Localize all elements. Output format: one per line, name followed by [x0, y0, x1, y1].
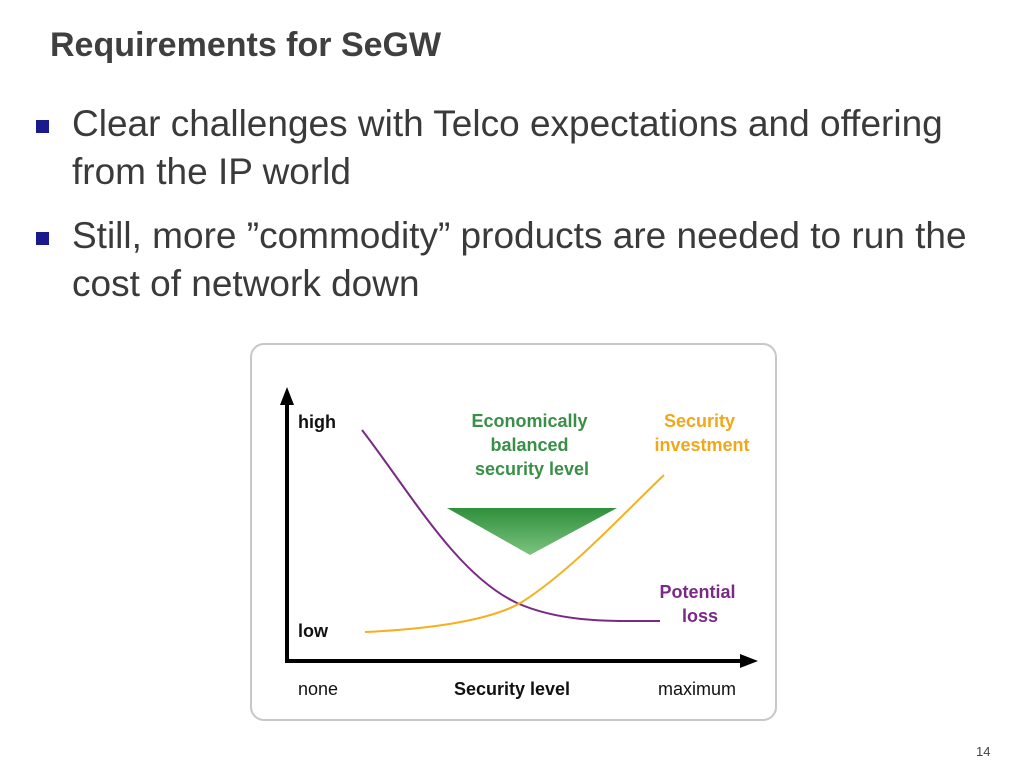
bullet-item: Clear challenges with Telco expectations… — [36, 100, 996, 196]
investment-label-line: investment — [654, 435, 749, 455]
investment-label: Security investment — [654, 411, 749, 455]
diagram-canvas: high low none Security level maximum Eco… — [280, 387, 758, 699]
balance-label: Economically balanced security level — [471, 411, 592, 479]
y-axis-low-label: low — [298, 621, 329, 641]
security-investment-curve — [364, 474, 665, 633]
square-bullet-icon — [36, 232, 49, 245]
page-number: 14 — [976, 744, 991, 759]
y-axis-arrow-icon — [280, 387, 294, 405]
potential-loss-curve — [361, 429, 661, 623]
square-bullet-icon — [36, 120, 49, 133]
x-axis-arrow-icon — [740, 654, 758, 668]
balance-marker-triangle — [447, 508, 617, 555]
bullet-text: Still, more ”commodity” products are nee… — [72, 215, 967, 304]
security-tradeoff-diagram: high low none Security level maximum Eco… — [250, 343, 777, 721]
bullet-item: Still, more ”commodity” products are nee… — [36, 212, 996, 308]
x-axis-min-label: none — [298, 679, 338, 699]
loss-label-line: loss — [682, 606, 718, 626]
x-axis-title: Security level — [454, 679, 570, 699]
investment-label-line: Security — [664, 411, 735, 431]
balance-label-line: balanced — [490, 435, 568, 455]
bullet-list: Clear challenges with Telco expectations… — [36, 100, 996, 324]
loss-label: Potential loss — [659, 582, 740, 626]
loss-label-line: Potential — [659, 582, 735, 602]
slide-title: Requirements for SeGW — [50, 26, 442, 64]
y-axis-high-label: high — [298, 412, 336, 432]
bullet-text: Clear challenges with Telco expectations… — [72, 103, 943, 192]
balance-label-line: security level — [475, 459, 589, 479]
x-axis-max-label: maximum — [658, 679, 736, 699]
balance-label-line: Economically — [471, 411, 587, 431]
